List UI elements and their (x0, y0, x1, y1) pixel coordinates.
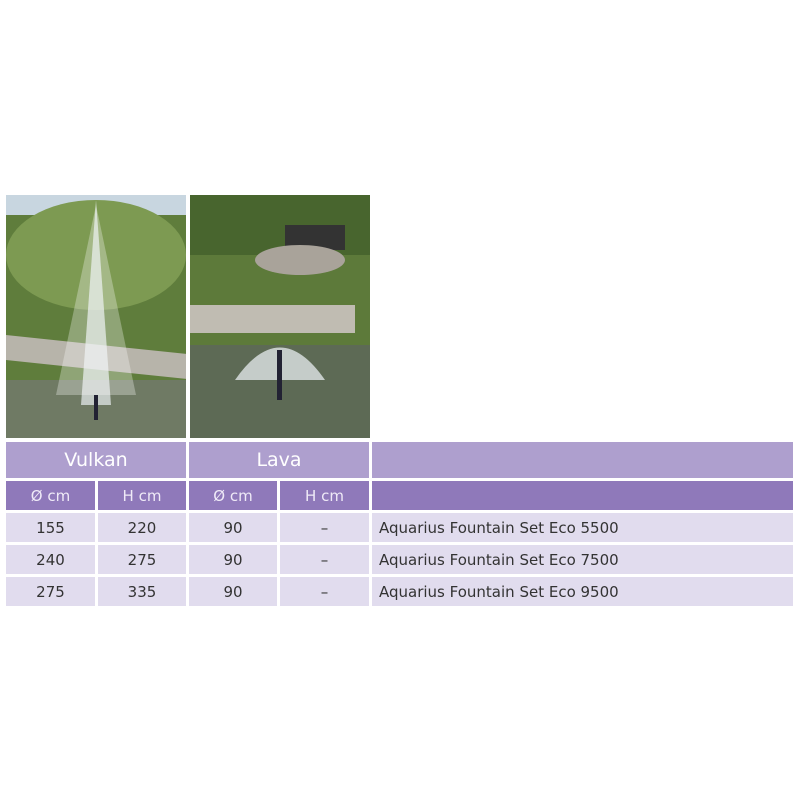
cell-vulkan-diameter: 240 (6, 545, 95, 574)
cell-vulkan-height: 275 (98, 545, 186, 574)
subheader-vulkan-height: H cm (98, 481, 186, 510)
cell-lava-diameter: 90 (189, 545, 277, 574)
vulkan-fountain-photo (6, 195, 186, 438)
group-header-vulkan: Vulkan (6, 442, 186, 478)
cell-product: Aquarius Fountain Set Eco 7500 (372, 545, 793, 574)
cell-lava-diameter: 90 (189, 577, 277, 606)
subheader-vulkan-diameter: Ø cm (6, 481, 95, 510)
cell-lava-height: – (280, 513, 369, 542)
cell-vulkan-diameter: 275 (6, 577, 95, 606)
subheader-lava-diameter: Ø cm (189, 481, 277, 510)
cell-product: Aquarius Fountain Set Eco 5500 (372, 513, 793, 542)
cell-vulkan-height: 335 (98, 577, 186, 606)
lava-fountain-photo (190, 195, 370, 438)
cell-lava-height: – (280, 577, 369, 606)
cell-lava-height: – (280, 545, 369, 574)
cell-product: Aquarius Fountain Set Eco 9500 (372, 577, 793, 606)
subheader-lava-height: H cm (280, 481, 369, 510)
cell-vulkan-diameter: 155 (6, 513, 95, 542)
cell-lava-diameter: 90 (189, 513, 277, 542)
group-header-product (372, 442, 793, 478)
cell-vulkan-height: 220 (98, 513, 186, 542)
group-header-lava: Lava (189, 442, 369, 478)
subheader-product (372, 481, 793, 510)
